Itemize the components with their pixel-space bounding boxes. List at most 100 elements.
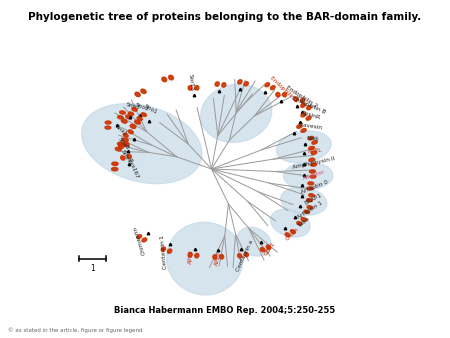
Ellipse shape xyxy=(126,115,131,119)
Ellipse shape xyxy=(276,131,331,163)
Ellipse shape xyxy=(238,80,242,84)
Ellipse shape xyxy=(301,113,306,117)
Ellipse shape xyxy=(237,227,271,256)
Text: APPL: APPL xyxy=(307,147,323,153)
Ellipse shape xyxy=(244,252,248,257)
Ellipse shape xyxy=(137,235,142,239)
Ellipse shape xyxy=(120,143,126,147)
Ellipse shape xyxy=(81,104,202,184)
Text: Nwk: Nwk xyxy=(306,136,319,141)
Text: 1: 1 xyxy=(90,264,94,273)
Ellipse shape xyxy=(112,162,118,166)
Ellipse shape xyxy=(260,247,265,252)
Text: Tuba: Tuba xyxy=(297,216,310,228)
Ellipse shape xyxy=(135,92,140,97)
Ellipse shape xyxy=(308,137,314,140)
Ellipse shape xyxy=(310,175,316,178)
Ellipse shape xyxy=(276,92,280,97)
Ellipse shape xyxy=(309,146,315,150)
Ellipse shape xyxy=(166,222,243,295)
Ellipse shape xyxy=(105,126,111,129)
Ellipse shape xyxy=(297,125,302,128)
Ellipse shape xyxy=(307,206,313,209)
Ellipse shape xyxy=(112,167,118,171)
Ellipse shape xyxy=(128,112,134,116)
Ellipse shape xyxy=(281,187,327,215)
Text: Amphiphysin II: Amphiphysin II xyxy=(292,156,336,170)
Ellipse shape xyxy=(201,84,272,142)
Ellipse shape xyxy=(283,92,287,97)
Text: Snx4: Snx4 xyxy=(120,149,132,164)
Text: Centaurin a: Centaurin a xyxy=(236,240,255,273)
Text: Sno1: Sno1 xyxy=(143,104,158,116)
Ellipse shape xyxy=(141,113,146,116)
Ellipse shape xyxy=(301,129,306,132)
Text: Snx1: Snx1 xyxy=(114,124,129,137)
Ellipse shape xyxy=(285,233,290,237)
Ellipse shape xyxy=(122,138,128,142)
Ellipse shape xyxy=(169,75,173,80)
Text: Snx8: Snx8 xyxy=(117,137,130,151)
Text: Sno3: Sno3 xyxy=(125,102,140,111)
Ellipse shape xyxy=(118,145,123,149)
Ellipse shape xyxy=(291,230,295,234)
Ellipse shape xyxy=(306,116,311,120)
Ellipse shape xyxy=(307,187,313,190)
Ellipse shape xyxy=(311,163,316,166)
Text: Bianca Habermann EMBO Rep. 2004;5:250-255: Bianca Habermann EMBO Rep. 2004;5:250-25… xyxy=(114,307,336,315)
Ellipse shape xyxy=(265,83,270,87)
Text: Clavesin: Clavesin xyxy=(298,123,323,131)
Ellipse shape xyxy=(297,221,302,225)
Ellipse shape xyxy=(115,147,122,151)
Ellipse shape xyxy=(270,209,310,237)
Ellipse shape xyxy=(135,120,140,124)
Ellipse shape xyxy=(294,97,298,101)
Ellipse shape xyxy=(137,117,142,120)
Ellipse shape xyxy=(128,130,133,134)
Ellipse shape xyxy=(117,116,123,119)
Ellipse shape xyxy=(188,252,192,257)
Ellipse shape xyxy=(301,98,305,102)
Ellipse shape xyxy=(266,245,271,249)
Ellipse shape xyxy=(132,107,137,111)
Text: Arfaptin 0: Arfaptin 0 xyxy=(300,179,328,195)
Ellipse shape xyxy=(301,103,305,107)
Text: EMBO: EMBO xyxy=(369,307,414,320)
Ellipse shape xyxy=(188,86,192,90)
Ellipse shape xyxy=(121,156,125,160)
Text: reports: reports xyxy=(375,321,408,330)
Text: Sor13: Sor13 xyxy=(188,74,194,92)
Ellipse shape xyxy=(167,249,172,253)
Ellipse shape xyxy=(117,142,124,146)
Text: Endophilin B: Endophilin B xyxy=(291,95,326,115)
Ellipse shape xyxy=(105,121,111,124)
Ellipse shape xyxy=(308,182,314,185)
Ellipse shape xyxy=(238,254,242,258)
Ellipse shape xyxy=(124,142,129,146)
Ellipse shape xyxy=(304,210,310,214)
Ellipse shape xyxy=(301,218,306,221)
Text: BRAP1: BRAP1 xyxy=(303,192,322,206)
Ellipse shape xyxy=(120,111,126,114)
Ellipse shape xyxy=(310,170,315,173)
Text: Sno2: Sno2 xyxy=(134,103,149,112)
Ellipse shape xyxy=(312,141,317,144)
Text: APL2: APL2 xyxy=(214,251,223,266)
Ellipse shape xyxy=(123,133,128,137)
Ellipse shape xyxy=(244,82,248,86)
Text: Choln: Choln xyxy=(285,226,300,242)
Ellipse shape xyxy=(309,194,315,197)
Text: Arfaptin 1: Arfaptin 1 xyxy=(296,201,323,220)
Text: APL3: APL3 xyxy=(188,249,194,264)
Ellipse shape xyxy=(195,86,199,90)
Ellipse shape xyxy=(142,238,147,242)
Text: Rvs167: Rvs167 xyxy=(126,158,139,180)
Ellipse shape xyxy=(161,247,166,251)
Ellipse shape xyxy=(307,105,311,110)
Ellipse shape xyxy=(162,77,166,82)
Text: GBF1: GBF1 xyxy=(263,241,277,256)
Ellipse shape xyxy=(127,154,131,159)
Ellipse shape xyxy=(141,89,146,94)
Ellipse shape xyxy=(222,83,226,87)
Ellipse shape xyxy=(195,254,199,258)
